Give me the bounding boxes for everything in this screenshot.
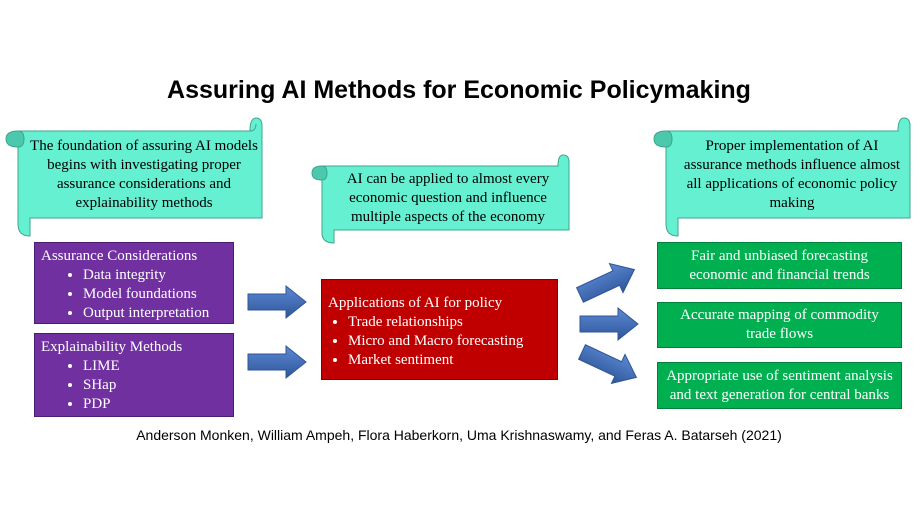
arrow-assurance-to-applications [247, 284, 307, 320]
scroll-banner-left [5, 117, 263, 237]
assurance-list: Data integrity Model foundations Output … [41, 266, 227, 323]
outcome-box-sentiment: Appropriate use of sentiment analysis an… [657, 362, 902, 409]
assurance-heading: Assurance Considerations [41, 248, 198, 264]
outcome-box-trade-flows: Accurate mapping of commodity trade flow… [657, 302, 902, 348]
explainability-item: SHap [83, 376, 227, 395]
assurance-item: Model foundations [83, 285, 227, 304]
outcome-box-forecasting: Fair and unbiased forecasting economic a… [657, 242, 902, 289]
citation: Anderson Monken, William Ampeh, Flora Ha… [136, 427, 782, 443]
assurance-item: Output interpretation [83, 304, 227, 323]
scroll-center-text: AI can be applied to almost every econom… [346, 171, 550, 225]
explainability-list: LIME SHap PDP [41, 357, 227, 414]
scroll-banner-right [653, 117, 911, 237]
applications-box: Applications of AI for policy Trade rela… [321, 279, 558, 380]
applications-list: Trade relationships Micro and Macro fore… [328, 313, 551, 370]
scroll-banner-center [311, 154, 570, 244]
explainability-item: PDP [83, 395, 227, 414]
applications-item: Trade relationships [348, 313, 551, 332]
arrow-explainability-to-applications [247, 344, 307, 380]
diagram-title: Assuring AI Methods for Economic Policym… [167, 76, 751, 104]
assurance-considerations-box: Assurance Considerations Data integrity … [34, 242, 234, 324]
explainability-heading: Explainability Methods [41, 339, 183, 355]
arrow-applications-to-forecasting [575, 262, 636, 303]
arrow-applications-to-sentiment [577, 344, 638, 385]
scroll-right-text: Proper implementation of AI assurance me… [683, 138, 901, 211]
explainability-methods-box: Explainability Methods LIME SHap PDP [34, 333, 234, 417]
explainability-item: LIME [83, 357, 227, 376]
applications-item: Micro and Macro forecasting [348, 332, 551, 351]
arrow-applications-to-trade-flows [579, 306, 639, 342]
applications-item: Market sentiment [348, 351, 551, 370]
scroll-left-text: The foundation of assuring AI models beg… [30, 138, 258, 211]
assurance-item: Data integrity [83, 266, 227, 285]
applications-heading: Applications of AI for policy [328, 295, 503, 311]
